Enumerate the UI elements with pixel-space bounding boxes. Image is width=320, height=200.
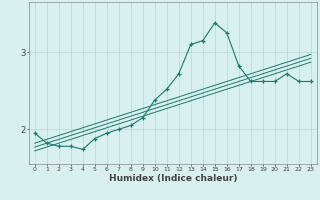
X-axis label: Humidex (Indice chaleur): Humidex (Indice chaleur) bbox=[108, 174, 237, 183]
